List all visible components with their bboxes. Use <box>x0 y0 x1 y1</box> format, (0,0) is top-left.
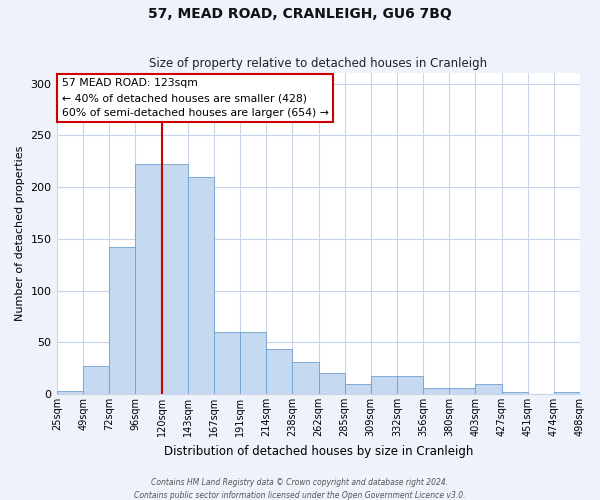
Bar <box>161 164 188 394</box>
Y-axis label: Number of detached properties: Number of detached properties <box>15 146 25 322</box>
Bar <box>109 247 136 394</box>
Bar <box>344 384 371 394</box>
Bar <box>449 388 475 394</box>
Bar <box>240 332 266 394</box>
Bar <box>554 392 580 394</box>
Bar <box>502 392 527 394</box>
X-axis label: Distribution of detached houses by size in Cranleigh: Distribution of detached houses by size … <box>164 444 473 458</box>
Bar <box>292 362 319 394</box>
Bar <box>214 332 240 394</box>
Bar <box>371 376 397 394</box>
Text: Contains HM Land Registry data © Crown copyright and database right 2024.
Contai: Contains HM Land Registry data © Crown c… <box>134 478 466 500</box>
Text: 57 MEAD ROAD: 123sqm
← 40% of detached houses are smaller (428)
60% of semi-deta: 57 MEAD ROAD: 123sqm ← 40% of detached h… <box>62 78 329 118</box>
Bar <box>475 384 502 394</box>
Bar <box>188 177 214 394</box>
Bar <box>266 348 292 394</box>
Text: 57, MEAD ROAD, CRANLEIGH, GU6 7BQ: 57, MEAD ROAD, CRANLEIGH, GU6 7BQ <box>148 8 452 22</box>
Bar <box>423 388 449 394</box>
Bar <box>136 164 161 394</box>
Bar <box>57 391 83 394</box>
Bar <box>83 366 109 394</box>
Title: Size of property relative to detached houses in Cranleigh: Size of property relative to detached ho… <box>149 56 488 70</box>
Bar <box>397 376 423 394</box>
Bar <box>319 374 344 394</box>
